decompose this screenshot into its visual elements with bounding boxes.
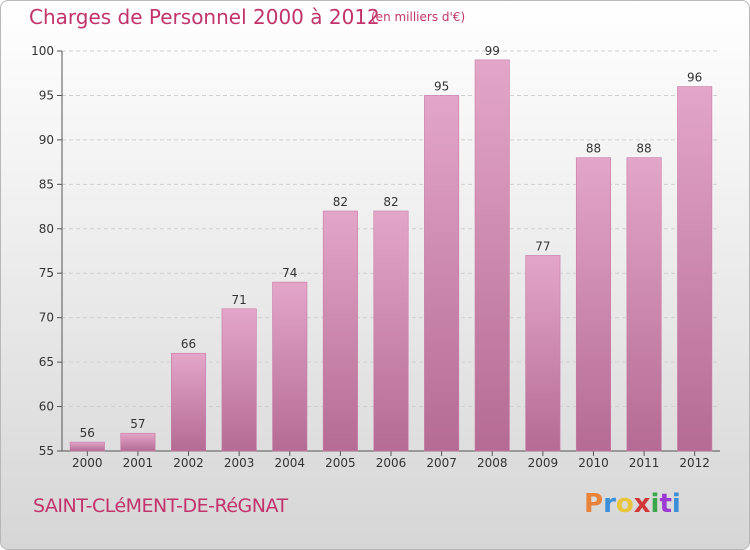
bar-value-label: 71: [232, 293, 247, 307]
bar-2000: [69, 441, 105, 452]
x-tick-label: 2000: [72, 456, 103, 470]
bar-2003: [221, 308, 257, 452]
bar-value-label: 74: [282, 266, 297, 280]
bar-value-label: 95: [434, 79, 449, 93]
bar-value-label: 88: [586, 142, 601, 156]
logo-letter: t: [659, 489, 672, 519]
y-tick-label: 85: [39, 177, 54, 191]
y-tick-label: 65: [39, 355, 54, 369]
x-tick-label: 2008: [477, 456, 508, 470]
y-tick-label: 100: [31, 44, 54, 58]
x-tick-label: 2002: [173, 456, 204, 470]
x-tick-label: 2004: [274, 456, 305, 470]
y-tick-label: 95: [39, 88, 54, 102]
chart-subtitle: (en milliers d'€): [371, 10, 466, 24]
y-tick-label: 90: [39, 133, 54, 147]
logo-letter: i: [671, 489, 681, 519]
logo-letter: o: [615, 489, 634, 519]
logo-letter: x: [633, 489, 651, 519]
logo-letter: i: [650, 489, 660, 519]
bar-2006: [373, 210, 409, 452]
commune-name: SAINT-CLéMENT-DE-RéGNAT: [33, 495, 288, 517]
x-tick-label: 2012: [679, 456, 710, 470]
bar-value-label: 77: [535, 239, 550, 253]
y-tick-label: 75: [39, 266, 54, 280]
bar-2011: [626, 157, 662, 452]
bar-value-label: 56: [80, 426, 95, 440]
labels: 55 60 65 70 75 80 85 90 95 100 56 2000 57 2001 66 2002 7…: [31, 44, 710, 470]
proxiti-logo: Proxiti: [584, 489, 681, 519]
bar-value-label: 82: [383, 195, 398, 209]
bar-2007: [424, 95, 460, 452]
chart-title: Charges de Personnel 2000 à 2012: [29, 5, 380, 29]
bar-value-label: 57: [130, 417, 145, 431]
x-tick-label: 2003: [224, 456, 255, 470]
x-tick-label: 2006: [376, 456, 407, 470]
y-tick-label: 55: [39, 444, 54, 458]
y-tick-label: 70: [39, 311, 54, 325]
bar-value-label: 88: [636, 142, 651, 156]
bar-2009: [525, 255, 561, 452]
bars: [69, 59, 713, 452]
x-tick-label: 2011: [629, 456, 660, 470]
bar-2005: [322, 210, 358, 452]
bar-value-label: 66: [181, 337, 196, 351]
y-tick-label: 80: [39, 222, 54, 236]
bar-value-label: 96: [687, 71, 702, 85]
bar-2012: [677, 86, 713, 452]
logo-letter: P: [584, 489, 604, 519]
x-tick-label: 2009: [528, 456, 559, 470]
y-tick-label: 60: [39, 400, 54, 414]
bar-value-label: 99: [485, 44, 500, 58]
x-tick-label: 2005: [325, 456, 356, 470]
bar-2004: [272, 281, 308, 452]
bar-value-label: 82: [333, 195, 348, 209]
x-tick-label: 2007: [426, 456, 457, 470]
x-tick-label: 2001: [123, 456, 154, 470]
bar-2002: [171, 352, 207, 452]
bar-2008: [474, 59, 510, 452]
logo-letter: r: [603, 489, 616, 519]
bar-2010: [575, 157, 611, 452]
bar-2001: [120, 432, 156, 452]
x-tick-label: 2010: [578, 456, 609, 470]
